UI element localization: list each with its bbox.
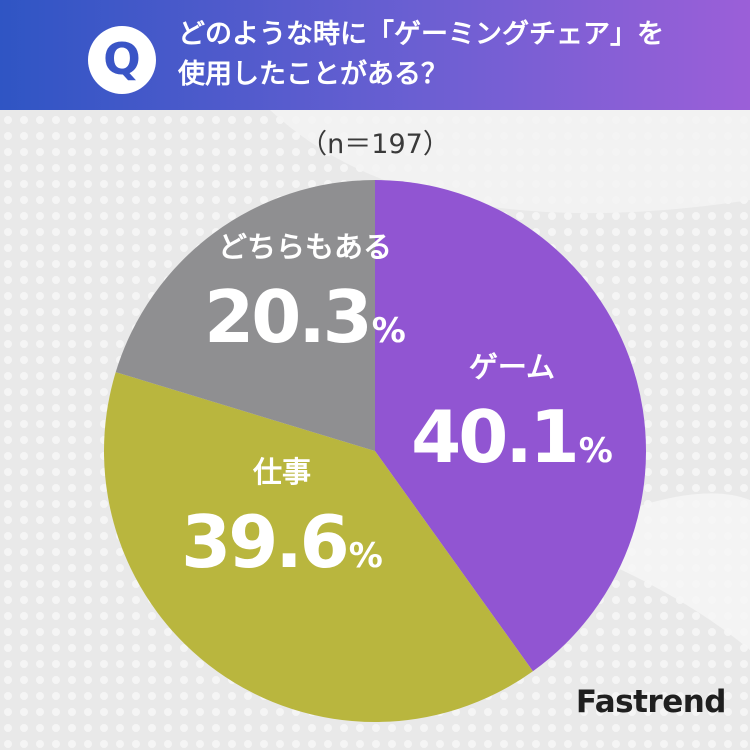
slice-label-2: どちらもある xyxy=(218,230,392,264)
sample-size: （n＝197） xyxy=(300,129,450,160)
question-line-1: どのような時に「ゲーミングチェア」を xyxy=(178,19,664,50)
slice-value-0: 40.1% xyxy=(411,395,613,479)
pie-slice-0 xyxy=(375,180,647,672)
question-title: どのような時に「ゲーミングチェア」を 使用したことがある？ xyxy=(178,15,718,95)
slice-value-1: 39.6% xyxy=(181,500,383,584)
question-line-2: 使用したことがある？ xyxy=(178,59,448,90)
pie-slice-2 xyxy=(115,180,376,451)
slice-label-0: ゲーム xyxy=(469,350,555,384)
slice-label-1: 仕事 xyxy=(252,455,311,489)
pie-slice-1 xyxy=(103,372,533,722)
question-header: Q どのような時に「ゲーミングチェア」を 使用したことがある？ xyxy=(0,0,750,110)
slice-value-2: 20.3% xyxy=(204,275,406,359)
brand-logo: Fastrend xyxy=(575,684,727,720)
question-badge: Q xyxy=(88,26,156,94)
